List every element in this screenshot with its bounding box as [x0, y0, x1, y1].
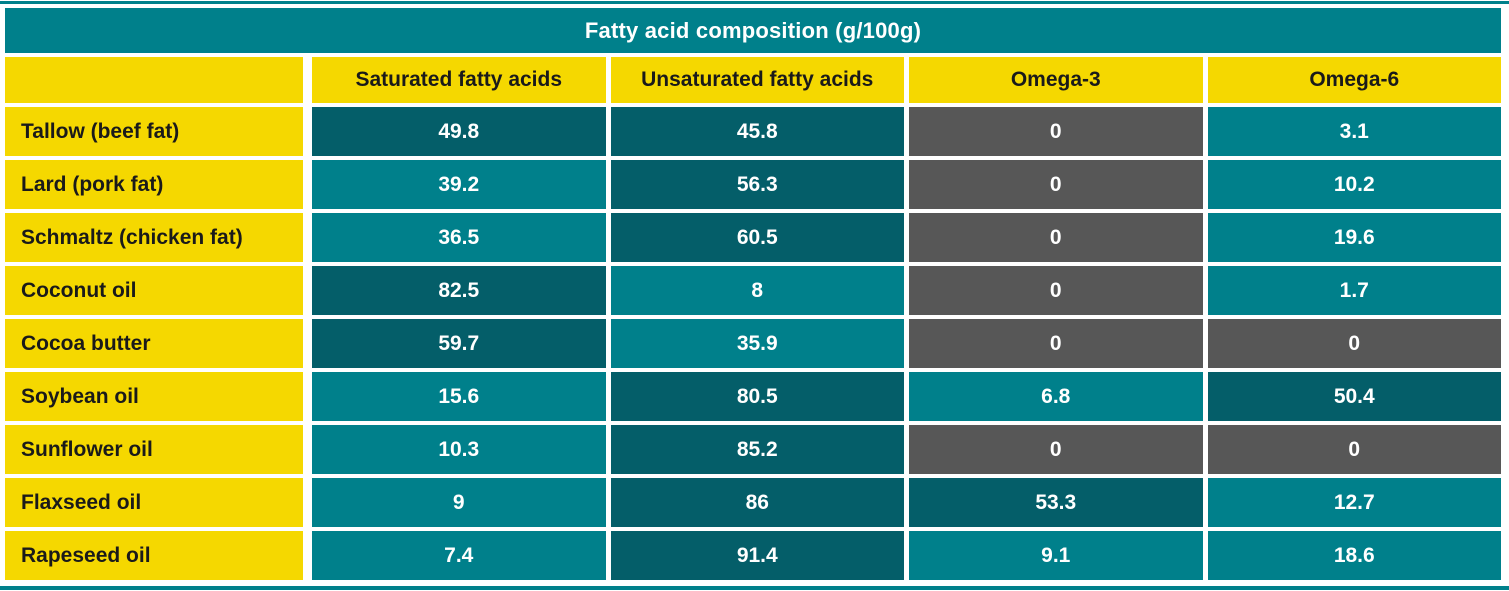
- value-cell: 0: [1207, 319, 1501, 368]
- value-cell: 0: [909, 160, 1203, 209]
- value-cell: 36.5: [312, 213, 606, 262]
- value-cell: 91.4: [610, 531, 904, 580]
- value-cell: 80.5: [610, 372, 904, 421]
- value-cell: 35.9: [610, 319, 904, 368]
- value-cell: 19.6: [1207, 213, 1501, 262]
- value-cell: 9.1: [909, 531, 1203, 580]
- fatty-acid-table: Fatty acid composition (g/100g) Saturate…: [5, 8, 1501, 580]
- value-cell: 60.5: [610, 213, 904, 262]
- value-cell: 7.4: [312, 531, 606, 580]
- value-cell: 0: [909, 266, 1203, 315]
- column-header-2: Unsaturated fatty acids: [610, 57, 904, 103]
- row-label: Flaxseed oil: [5, 478, 303, 527]
- column-header-1: Saturated fatty acids: [312, 57, 606, 103]
- value-cell: 82.5: [312, 266, 606, 315]
- value-cell: 12.7: [1207, 478, 1501, 527]
- value-cell: 0: [909, 213, 1203, 262]
- value-cell: 49.8: [312, 107, 606, 156]
- top-border-line: [0, 1, 1509, 4]
- row-label: Tallow (beef fat): [5, 107, 303, 156]
- value-cell: 59.7: [312, 319, 606, 368]
- value-cell: 3.1: [1207, 107, 1501, 156]
- value-cell: 45.8: [610, 107, 904, 156]
- value-cell: 0: [1207, 425, 1501, 474]
- value-cell: 10.3: [312, 425, 606, 474]
- row-label: Coconut oil: [5, 266, 303, 315]
- value-cell: 0: [909, 107, 1203, 156]
- value-cell: 8: [610, 266, 904, 315]
- bottom-border-line: [0, 586, 1509, 590]
- value-cell: 50.4: [1207, 372, 1501, 421]
- row-label: Cocoa butter: [5, 319, 303, 368]
- value-cell: 86: [610, 478, 904, 527]
- value-cell: 0: [909, 425, 1203, 474]
- value-cell: 18.6: [1207, 531, 1501, 580]
- value-cell: 15.6: [312, 372, 606, 421]
- row-label: Lard (pork fat): [5, 160, 303, 209]
- value-cell: 85.2: [610, 425, 904, 474]
- value-cell: 1.7: [1207, 266, 1501, 315]
- row-label: Soybean oil: [5, 372, 303, 421]
- value-cell: 0: [909, 319, 1203, 368]
- corner-cell: [5, 57, 303, 103]
- value-cell: 53.3: [909, 478, 1203, 527]
- value-cell: 56.3: [610, 160, 904, 209]
- column-header-4: Omega-6: [1207, 57, 1501, 103]
- value-cell: 6.8: [909, 372, 1203, 421]
- row-label: Rapeseed oil: [5, 531, 303, 580]
- row-label: Sunflower oil: [5, 425, 303, 474]
- value-cell: 39.2: [312, 160, 606, 209]
- table-title: Fatty acid composition (g/100g): [5, 8, 1501, 53]
- column-header-3: Omega-3: [909, 57, 1203, 103]
- row-label: Schmaltz (chicken fat): [5, 213, 303, 262]
- value-cell: 9: [312, 478, 606, 527]
- value-cell: 10.2: [1207, 160, 1501, 209]
